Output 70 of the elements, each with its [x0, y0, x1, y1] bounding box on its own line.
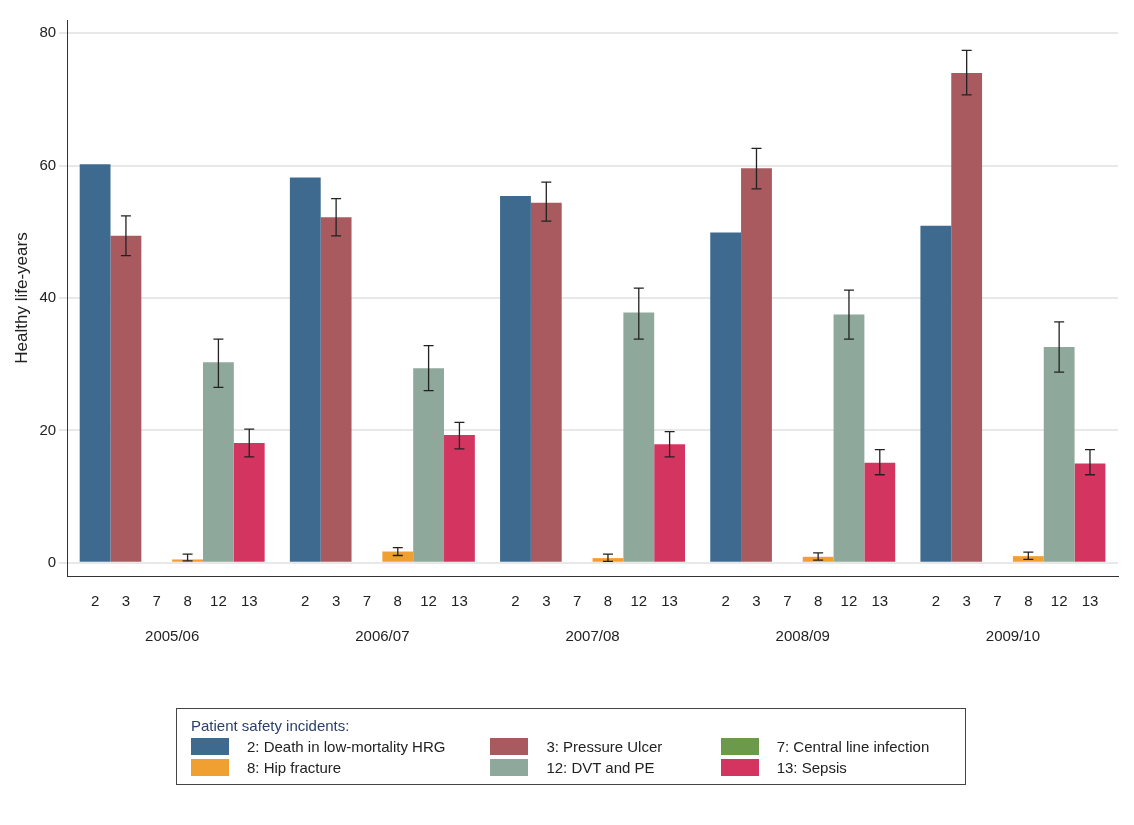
y-axis-title: Healthy life-years [11, 232, 31, 364]
text: 2 [511, 591, 520, 609]
x-tick-label: 2005/06 [145, 627, 200, 645]
legend-label: 7: Central line infection [776, 738, 930, 755]
legend-label: 12: DVT and PE [546, 759, 655, 776]
text: 13 [1081, 591, 1099, 609]
bar [110, 235, 142, 562]
bar [741, 168, 772, 562]
legend-label: 3: Pressure Ulcer [546, 738, 663, 755]
legend-label: 2: Death in low-mortality HRG [247, 738, 446, 755]
text: 8 [183, 591, 192, 609]
text: 3 [752, 591, 761, 609]
bar [920, 225, 952, 562]
text: 8 [1024, 591, 1033, 609]
text: 2 [90, 591, 100, 609]
y-tick-label: 60 [39, 155, 57, 173]
text: 13 [871, 591, 889, 609]
bar [1043, 346, 1075, 562]
bar [654, 444, 686, 562]
legend-label: 8: Hip fracture [247, 759, 342, 776]
bar [413, 368, 445, 562]
bar [233, 442, 265, 562]
text: 12 [1050, 591, 1068, 609]
bar [500, 196, 531, 562]
bar [203, 362, 234, 562]
text: 3 [962, 591, 971, 609]
text: 12 [840, 591, 858, 609]
bar [382, 551, 414, 562]
text: 7 [152, 591, 161, 609]
text: 8 [393, 591, 402, 609]
bar [1074, 463, 1106, 562]
x-tick-label: 2008/09 [775, 627, 830, 645]
y-tick-label: 0 [47, 552, 57, 570]
x-tick-label: 2006/07 [355, 627, 410, 645]
text: 13 [451, 591, 468, 609]
bar [444, 435, 475, 562]
bar [320, 217, 352, 562]
text: 8 [603, 591, 613, 609]
text: 3 [542, 591, 551, 609]
bar [530, 202, 562, 562]
bar [951, 72, 983, 562]
text: 2 [931, 591, 941, 609]
bar [623, 312, 655, 562]
bar [710, 232, 742, 562]
text: 7 [783, 591, 792, 609]
bar [289, 177, 321, 562]
text: 7 [572, 591, 582, 609]
text: 3 [121, 591, 131, 609]
text: 2 [301, 591, 310, 609]
text: 12 [420, 591, 437, 609]
bar [79, 164, 111, 562]
x-tick-label: 2009/10 [985, 627, 1041, 645]
y-tick-label: 20 [39, 420, 57, 438]
bar [833, 314, 865, 562]
x-tick-label: 2007/08 [565, 627, 620, 645]
text: 13 [661, 591, 678, 609]
bar [864, 462, 896, 562]
text: 7 [993, 591, 1002, 609]
bar [1012, 556, 1044, 562]
legend-title: Patient safety incidents: [191, 717, 351, 734]
text: 13 [240, 591, 258, 609]
y-tick-label: 40 [39, 288, 57, 306]
text: 8 [813, 591, 823, 609]
text: 7 [362, 591, 372, 609]
text: 12 [210, 591, 227, 609]
text: 2 [721, 591, 730, 609]
text: 3 [331, 591, 341, 609]
y-tick-label: 80 [39, 23, 57, 41]
text: 12 [630, 591, 648, 609]
legend-label: 13: Sepsis [776, 759, 847, 776]
